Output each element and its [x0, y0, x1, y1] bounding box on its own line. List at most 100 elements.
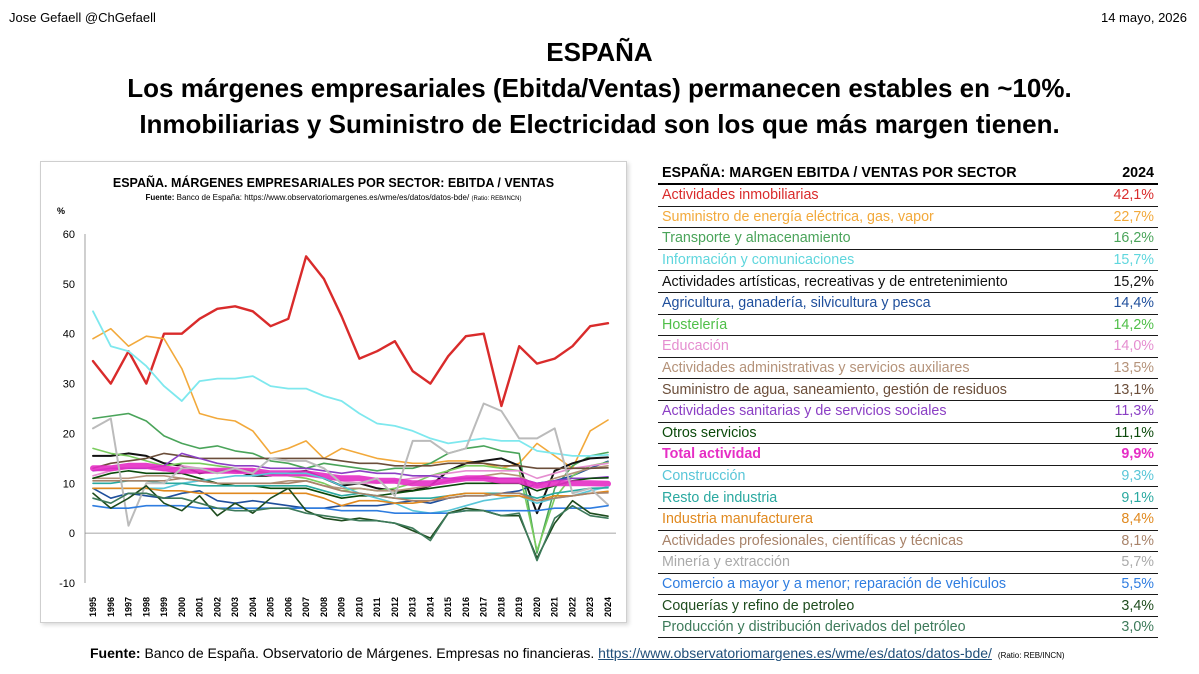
footer-source: Fuente: Banco de España. Observatorio de… [90, 645, 1065, 661]
sector-label: Educación [658, 335, 1099, 358]
x-tick-label: 1999 [159, 597, 169, 617]
table-row: Coquerías y refino de petroleo 3,4% [658, 594, 1158, 617]
sector-label: Información y comunicaciones [658, 249, 1099, 272]
x-tick-label: 1998 [141, 597, 151, 617]
series-line [92, 310, 609, 457]
table-row: Minería y extracción 5,7% [658, 551, 1158, 574]
sector-label: Agricultura, ganadería, silvicultura y p… [658, 292, 1099, 315]
sector-value: 13,1% [1098, 378, 1158, 401]
sector-label: Transporte y almacenamiento [658, 227, 1099, 250]
table-row: Transporte y almacenamiento 16,2% [658, 227, 1158, 250]
series-line [92, 452, 609, 515]
series-line [92, 487, 609, 507]
table-row: Actividades administrativas y servicios … [658, 357, 1158, 380]
series-line [92, 477, 609, 502]
y-tick-label: 10 [63, 478, 75, 490]
table-header-row: ESPAÑA: MARGEN EBITDA / VENTAS POR SECTO… [658, 163, 1158, 185]
chart-title: ESPAÑA. MÁRGENES EMPRESARIALES POR SECTO… [112, 176, 555, 190]
sector-label: Industria manufacturera [658, 508, 1099, 531]
x-tick-label: 2016 [461, 597, 471, 617]
table-row: Producción y distribución derivados del … [658, 616, 1158, 639]
x-tick-label: 2003 [230, 597, 240, 617]
y-tick-label: 50 [63, 279, 75, 291]
chart-source-text: Banco de España: https://www.observatori… [176, 193, 470, 202]
sector-label: Coquerías y refino de petroleo [658, 594, 1099, 617]
x-tick-label: 2017 [479, 597, 489, 617]
x-tick-label: 2002 [212, 597, 222, 617]
sector-value: 14,4% [1098, 292, 1158, 315]
x-tick-label: 2007 [301, 597, 311, 617]
sector-value: 14,2% [1098, 314, 1158, 337]
table-header-year: 2024 [1098, 163, 1158, 185]
table-row: Otros servicios 11,1% [658, 422, 1158, 445]
sector-label: Actividades sanitarias y de servicios so… [658, 400, 1099, 423]
footer-label: Fuente: [90, 645, 141, 661]
x-tick-label: 2004 [248, 597, 258, 617]
table-row: Actividades sanitarias y de servicios so… [658, 400, 1158, 423]
series-line [92, 412, 609, 554]
title-line-1: ESPAÑA [546, 37, 653, 67]
title-line-2: Los márgenes empresariales (Ebitda/Venta… [127, 73, 1072, 103]
sector-label: Otros servicios [658, 422, 1099, 445]
series-line [92, 492, 609, 562]
series-line [92, 464, 609, 492]
x-tick-label: 2019 [514, 597, 524, 617]
x-tick-label: 1995 [88, 597, 98, 617]
footer-link[interactable]: https://www.observatoriomargenes.es/wme/… [598, 645, 992, 661]
x-tick-label: 2024 [603, 597, 613, 617]
table-row: Actividades profesionales, científicas y… [658, 530, 1158, 553]
sector-label: Actividades profesionales, científicas y… [658, 530, 1099, 553]
table-row: Actividades artísticas, recreativas y de… [658, 270, 1158, 293]
y-tick-label: 40 [63, 329, 75, 341]
x-tick-label: 2018 [496, 597, 506, 617]
y-axis-label: % [57, 206, 65, 216]
sector-value: 3,4% [1098, 594, 1158, 617]
sector-label: Actividades inmobiliarias [658, 184, 1099, 207]
table-row: Suministro de agua, saneamiento, gestión… [658, 378, 1158, 401]
sector-label: Actividades administrativas y servicios … [658, 357, 1099, 380]
series-line [92, 460, 609, 510]
table-row: Suministro de energía eléctrica, gas, va… [658, 206, 1158, 229]
series-line [92, 504, 609, 515]
sector-value: 16,2% [1098, 227, 1158, 250]
sector-label: Construcción [658, 465, 1099, 488]
sector-value: 9,9% [1098, 443, 1158, 466]
series-line [92, 462, 609, 485]
x-tick-label: 2023 [585, 597, 595, 617]
sector-label: Comercio a mayor y a menor; reparación d… [658, 573, 1099, 596]
date-label: 14 mayo, 2026 [1100, 10, 1187, 25]
table-row: Total actividad 9,9% [658, 443, 1158, 466]
sector-value: 42,1% [1098, 184, 1158, 207]
chart-ratio-note: (Ratio: REB/INCN) [471, 196, 522, 202]
page-title: ESPAÑA Los márgenes empresariales (Ebitd… [0, 34, 1199, 142]
sector-value: 3,0% [1098, 616, 1158, 639]
y-tick-label: 20 [63, 428, 75, 440]
sector-value: 13,5% [1098, 357, 1158, 380]
sector-value: 9,3% [1098, 465, 1158, 488]
x-tick-label: 2011 [372, 597, 382, 617]
footer-text: Banco de España. Observatorio de Márgene… [140, 645, 599, 661]
series-line [92, 327, 609, 470]
table-row: Agricultura, ganadería, silvicultura y p… [658, 292, 1158, 315]
x-tick-label: 2000 [177, 597, 187, 617]
sector-label: Hostelería [658, 314, 1099, 337]
sector-label: Total actividad [658, 443, 1099, 466]
chart-source-label: Fuente: [145, 193, 175, 202]
footer-ratio: (Ratio: REB/INCN) [997, 651, 1065, 660]
sector-table: ESPAÑA: MARGEN EBITDA / VENTAS POR SECTO… [658, 163, 1158, 639]
x-tick-label: 2001 [195, 597, 205, 617]
x-tick-label: 2022 [567, 597, 577, 617]
sector-value: 22,7% [1098, 206, 1158, 229]
y-tick-label: -10 [59, 578, 75, 590]
title-line-3: Inmobiliarias y Suministro de Electricid… [139, 109, 1060, 139]
table-row: Construcción 9,3% [658, 465, 1158, 488]
x-tick-label: 2009 [337, 597, 347, 617]
x-tick-label: 2008 [319, 597, 329, 617]
y-tick-label: 60 [63, 229, 75, 241]
table-row: Actividades inmobiliarias 42,1% [658, 184, 1158, 207]
x-tick-label: 2013 [408, 597, 418, 617]
x-tick-label: 2015 [443, 597, 453, 617]
sector-value: 11,1% [1098, 422, 1158, 445]
table-row: Información y comunicaciones 15,7% [658, 249, 1158, 272]
series-line [91, 255, 610, 408]
